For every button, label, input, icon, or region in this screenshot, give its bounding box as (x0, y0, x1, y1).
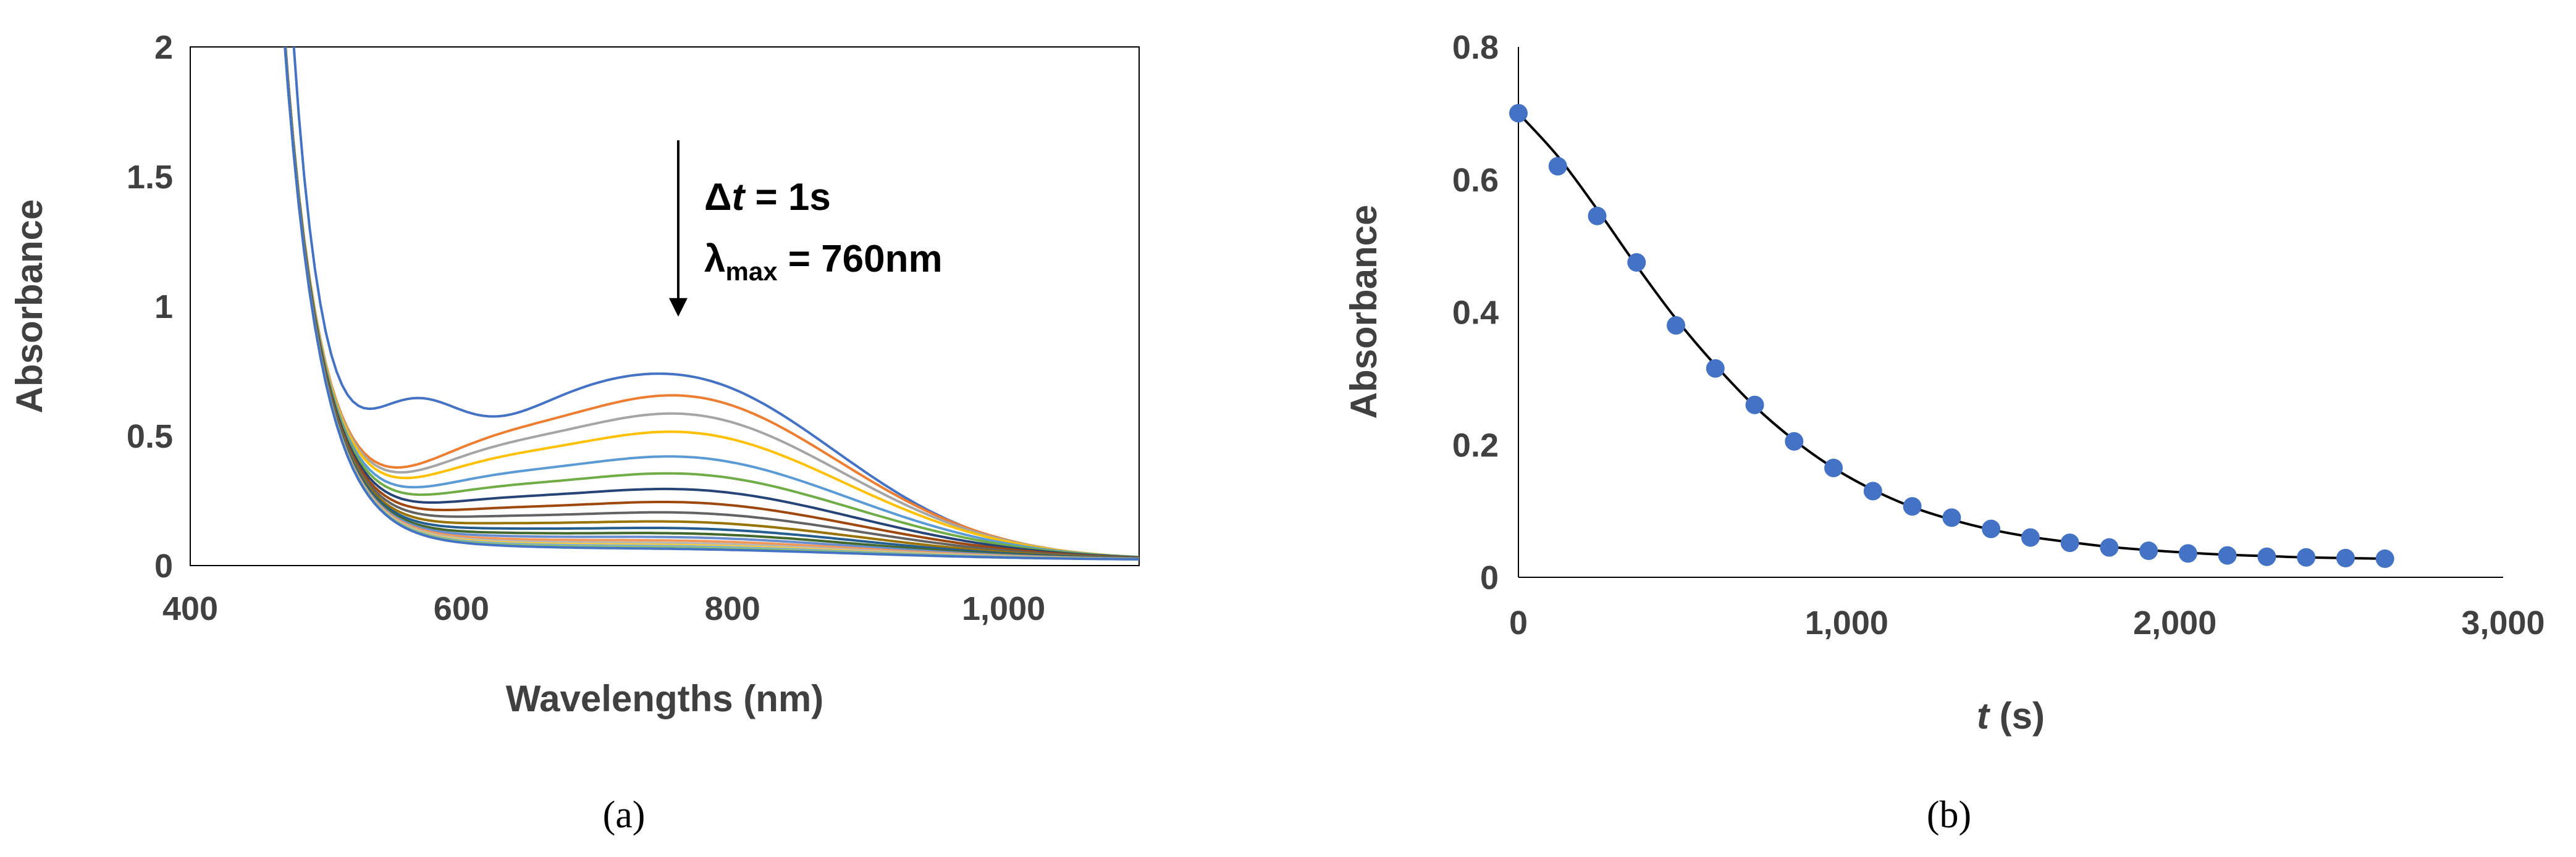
panel-a-series-line (284, 47, 1139, 559)
panel-b-data-point (1745, 395, 1764, 414)
lambda-value: = 760nm (778, 238, 943, 280)
panel-a-series-line (284, 47, 1139, 559)
panel-b-data-point (1706, 359, 1725, 378)
panel-a-x-tick-label: 1,000 (962, 590, 1045, 627)
panel-a-delta-t-annotation: Δt = 1s (704, 176, 831, 219)
panel-a-series-group (284, 47, 1139, 561)
panel-b-data-point (1588, 206, 1607, 225)
panel-a-lambda-max-annotation: λmax = 760nm (704, 238, 943, 286)
panel-b-x-axis-title: t (s) (1977, 695, 2045, 737)
panel-b-y-tick-label: 0.2 (1452, 427, 1499, 464)
panel-b-data-point (2257, 547, 2276, 566)
panel-b-x-ticks: 0 1,000 2,000 3,000 (1509, 604, 2545, 642)
panel-a-chart: 0 0.5 1 1.5 2 400 600 800 1,000 Wavelengths (nm… (9, 29, 1140, 836)
panel-b-label: (b) (1927, 794, 1971, 836)
panel-b-data-point (2178, 544, 2197, 563)
panel-a-x-ticks: 400 600 800 1,000 (162, 590, 1045, 627)
panel-a-series-line (284, 47, 1139, 561)
panel-a-y-tick-label: 0.5 (127, 418, 173, 455)
panel-a-arrow-head (668, 298, 688, 317)
lambda-symbol: λ (704, 238, 725, 280)
panel-b-data-point (1903, 497, 1922, 516)
panel-a-y-tick-label: 2 (154, 29, 173, 66)
panel-b-y-ticks: 0 0.2 0.4 0.6 0.8 (1452, 29, 1499, 596)
delta-variable: t (732, 176, 746, 219)
panel-b-data-point (2336, 548, 2355, 567)
panel-a-series-line (284, 47, 1139, 559)
panel-a-x-tick-label: 800 (705, 590, 760, 627)
panel-b-y-tick-label: 0.6 (1452, 162, 1499, 199)
panel-b-data-point (1824, 458, 1843, 477)
panel-b-data-point (1509, 104, 1528, 123)
panel-b-data-point (1785, 432, 1804, 451)
panel-b-data-point (2218, 546, 2237, 565)
panel-b-chart: 0 0.2 0.4 0.6 0.8 0 1,000 2,000 3,000 t (s) Abs… (1343, 29, 2545, 836)
panel-b-data-point (2375, 549, 2394, 568)
panel-a-y-axis-title: Absorbance (9, 199, 50, 414)
panel-a-x-tick-label: 400 (162, 590, 218, 627)
panel-b-x-tick-label: 0 (1509, 604, 1528, 642)
panel-a-plot-frame (190, 46, 1140, 566)
panel-a-y-tick-label: 0 (154, 548, 173, 585)
panel-b-y-axis-title: Absorbance (1343, 205, 1384, 419)
panel-b-data-points (1509, 104, 2394, 568)
x-axis-unit: (s) (1989, 695, 2045, 737)
panel-b-x-tick-label: 3,000 (2461, 604, 2544, 642)
panel-b-data-point (1627, 253, 1646, 272)
panel-a-y-tick-label: 1 (154, 288, 173, 325)
panel-b-data-point (1982, 519, 2001, 538)
panel-a-series-line (284, 47, 1139, 560)
panel-b-fit-curve (1517, 112, 2385, 560)
panel-b-data-point (1942, 508, 1961, 527)
panel-b-y-tick-label: 0 (1480, 559, 1499, 596)
delta-value: = 1s (744, 176, 831, 219)
panel-b-y-tick-label: 0.4 (1452, 295, 1499, 332)
panel-a-series-line (284, 47, 1139, 559)
panel-b-data-point (2060, 533, 2079, 553)
panel-b-data-point (1863, 482, 1882, 501)
lambda-subscript: max (725, 257, 778, 286)
panel-a-x-axis-title: Wavelengths (nm) (506, 678, 823, 719)
panel-b-data-point (1667, 316, 1686, 335)
panel-a-x-tick-label: 600 (434, 590, 489, 627)
panel-b-data-point (1548, 157, 1567, 176)
panel-a-label: (a) (603, 794, 646, 836)
panel-b-data-point (2139, 541, 2158, 561)
panel-b-x-tick-label: 1,000 (1805, 604, 1888, 642)
panel-b-x-tick-label: 2,000 (2133, 604, 2216, 642)
panel-a-y-tick-label: 1.5 (127, 159, 173, 196)
panel-b-data-point (2100, 538, 2119, 557)
panel-b-data-point (2021, 528, 2040, 547)
panel-a-y-ticks: 0 0.5 1 1.5 2 (127, 29, 173, 585)
delta-symbol: Δ (704, 176, 732, 219)
panel-b-y-tick-label: 0.8 (1452, 29, 1499, 66)
panel-a-series-line (284, 47, 1139, 559)
x-axis-variable: t (1977, 695, 1991, 737)
panel-a-series-line (284, 47, 1139, 559)
panel-b-data-point (2297, 548, 2316, 567)
panel-a-series-line (284, 47, 1139, 559)
